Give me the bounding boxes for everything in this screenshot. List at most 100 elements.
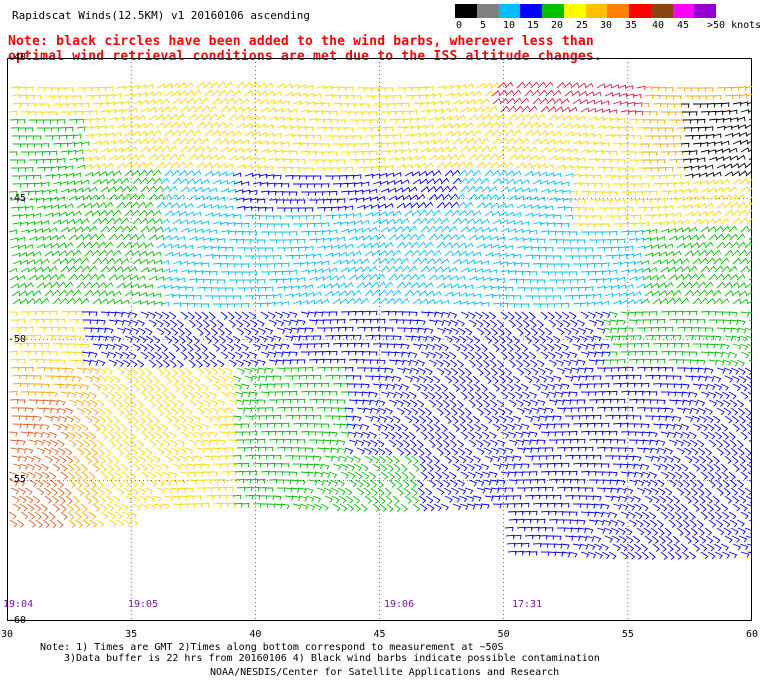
wind-barb	[322, 118, 332, 124]
wind-barb	[652, 221, 662, 226]
wind-barb	[690, 487, 698, 496]
wind-barb	[561, 231, 571, 236]
wind-barb	[347, 350, 357, 356]
wind-barb	[305, 215, 315, 220]
wind-barb	[746, 503, 752, 512]
wind-barb	[577, 367, 587, 374]
wind-barb	[169, 359, 177, 368]
wind-barb	[506, 463, 516, 470]
wind-barb	[635, 479, 645, 487]
wind-barb	[370, 326, 380, 332]
wind-barb	[370, 407, 380, 414]
wind-barb	[242, 478, 252, 484]
wind-barb	[410, 202, 420, 209]
wind-barb	[394, 391, 404, 399]
wind-barb	[332, 183, 342, 188]
wind-barb	[234, 311, 243, 320]
wind-barb	[169, 479, 179, 486]
wind-barb	[340, 431, 350, 438]
wind-barb	[211, 455, 221, 461]
wind-barb	[739, 463, 747, 472]
wind-barb	[507, 511, 517, 516]
wind-barb	[640, 423, 650, 429]
wind-barb	[660, 471, 669, 479]
wind-barb	[371, 173, 381, 179]
wind-barb	[154, 471, 164, 479]
wind-barb	[148, 479, 158, 487]
wind-barb	[186, 97, 196, 105]
wind-barb	[194, 431, 204, 439]
wind-barb	[632, 495, 642, 503]
wind-barb	[332, 221, 342, 227]
wind-barb	[136, 479, 145, 487]
wind-barb	[90, 367, 100, 375]
wind-barb	[337, 447, 347, 454]
wind-barb	[515, 237, 525, 242]
wind-barb	[440, 503, 450, 511]
wind-barb	[361, 150, 371, 156]
wind-barb	[17, 206, 27, 211]
wind-barb	[697, 327, 707, 332]
wind-barb	[306, 463, 316, 469]
wind-barb	[42, 158, 52, 164]
wind-barb	[332, 259, 342, 265]
wind-barb	[465, 415, 474, 424]
wind-barb	[467, 185, 477, 193]
wind-barb	[27, 431, 37, 438]
wind-barb	[435, 479, 444, 488]
wind-barb	[404, 249, 414, 257]
wind-barb	[409, 117, 419, 123]
wind-barb	[450, 242, 460, 249]
wind-barb	[635, 118, 645, 124]
wind-barb	[8, 311, 18, 317]
wind-barb	[555, 399, 565, 406]
wind-barb	[137, 407, 145, 416]
wind-barb	[704, 407, 713, 415]
wind-barb	[579, 263, 589, 268]
wind-barb	[619, 423, 629, 428]
wind-barb	[34, 471, 43, 480]
wind-barb	[48, 150, 58, 156]
wind-barb	[105, 415, 114, 424]
wind-barb	[572, 302, 582, 307]
wind-barb	[465, 169, 475, 177]
wind-barb	[457, 201, 467, 209]
wind-barb	[523, 162, 533, 169]
wind-barb	[667, 431, 677, 438]
wind-barb	[528, 311, 536, 320]
wind-barb	[34, 431, 44, 438]
wind-barb	[73, 179, 83, 185]
wind-barb	[145, 495, 155, 503]
legend-label: 35	[625, 20, 638, 31]
wind-barb	[220, 188, 230, 193]
wind-barb	[530, 367, 539, 376]
wind-barb	[553, 462, 563, 468]
wind-barb	[52, 423, 62, 431]
wind-barb	[668, 399, 678, 405]
wind-barb	[585, 454, 595, 460]
wind-barb	[600, 383, 610, 388]
wind-barb	[436, 327, 446, 335]
wind-barb	[637, 167, 646, 173]
wind-barb	[41, 391, 51, 397]
wind-barb	[738, 93, 748, 99]
wind-barb	[666, 182, 676, 187]
wind-barb	[313, 343, 323, 348]
wind-barb	[299, 503, 309, 510]
wind-barb	[612, 100, 622, 106]
wind-barb	[729, 479, 738, 488]
wind-barb	[216, 238, 226, 243]
wind-barb	[436, 282, 446, 289]
wind-barb	[11, 214, 21, 219]
wind-barb	[148, 319, 157, 327]
wind-barb	[571, 90, 581, 97]
wind-barb	[404, 415, 413, 424]
wind-barb	[673, 423, 683, 431]
wind-barb	[507, 471, 517, 477]
wind-barb	[492, 423, 501, 432]
wind-barb	[484, 90, 494, 97]
wind-barb	[488, 351, 496, 360]
wind-barb	[689, 439, 698, 448]
wind-barb	[49, 234, 59, 241]
wind-barb	[265, 335, 275, 343]
